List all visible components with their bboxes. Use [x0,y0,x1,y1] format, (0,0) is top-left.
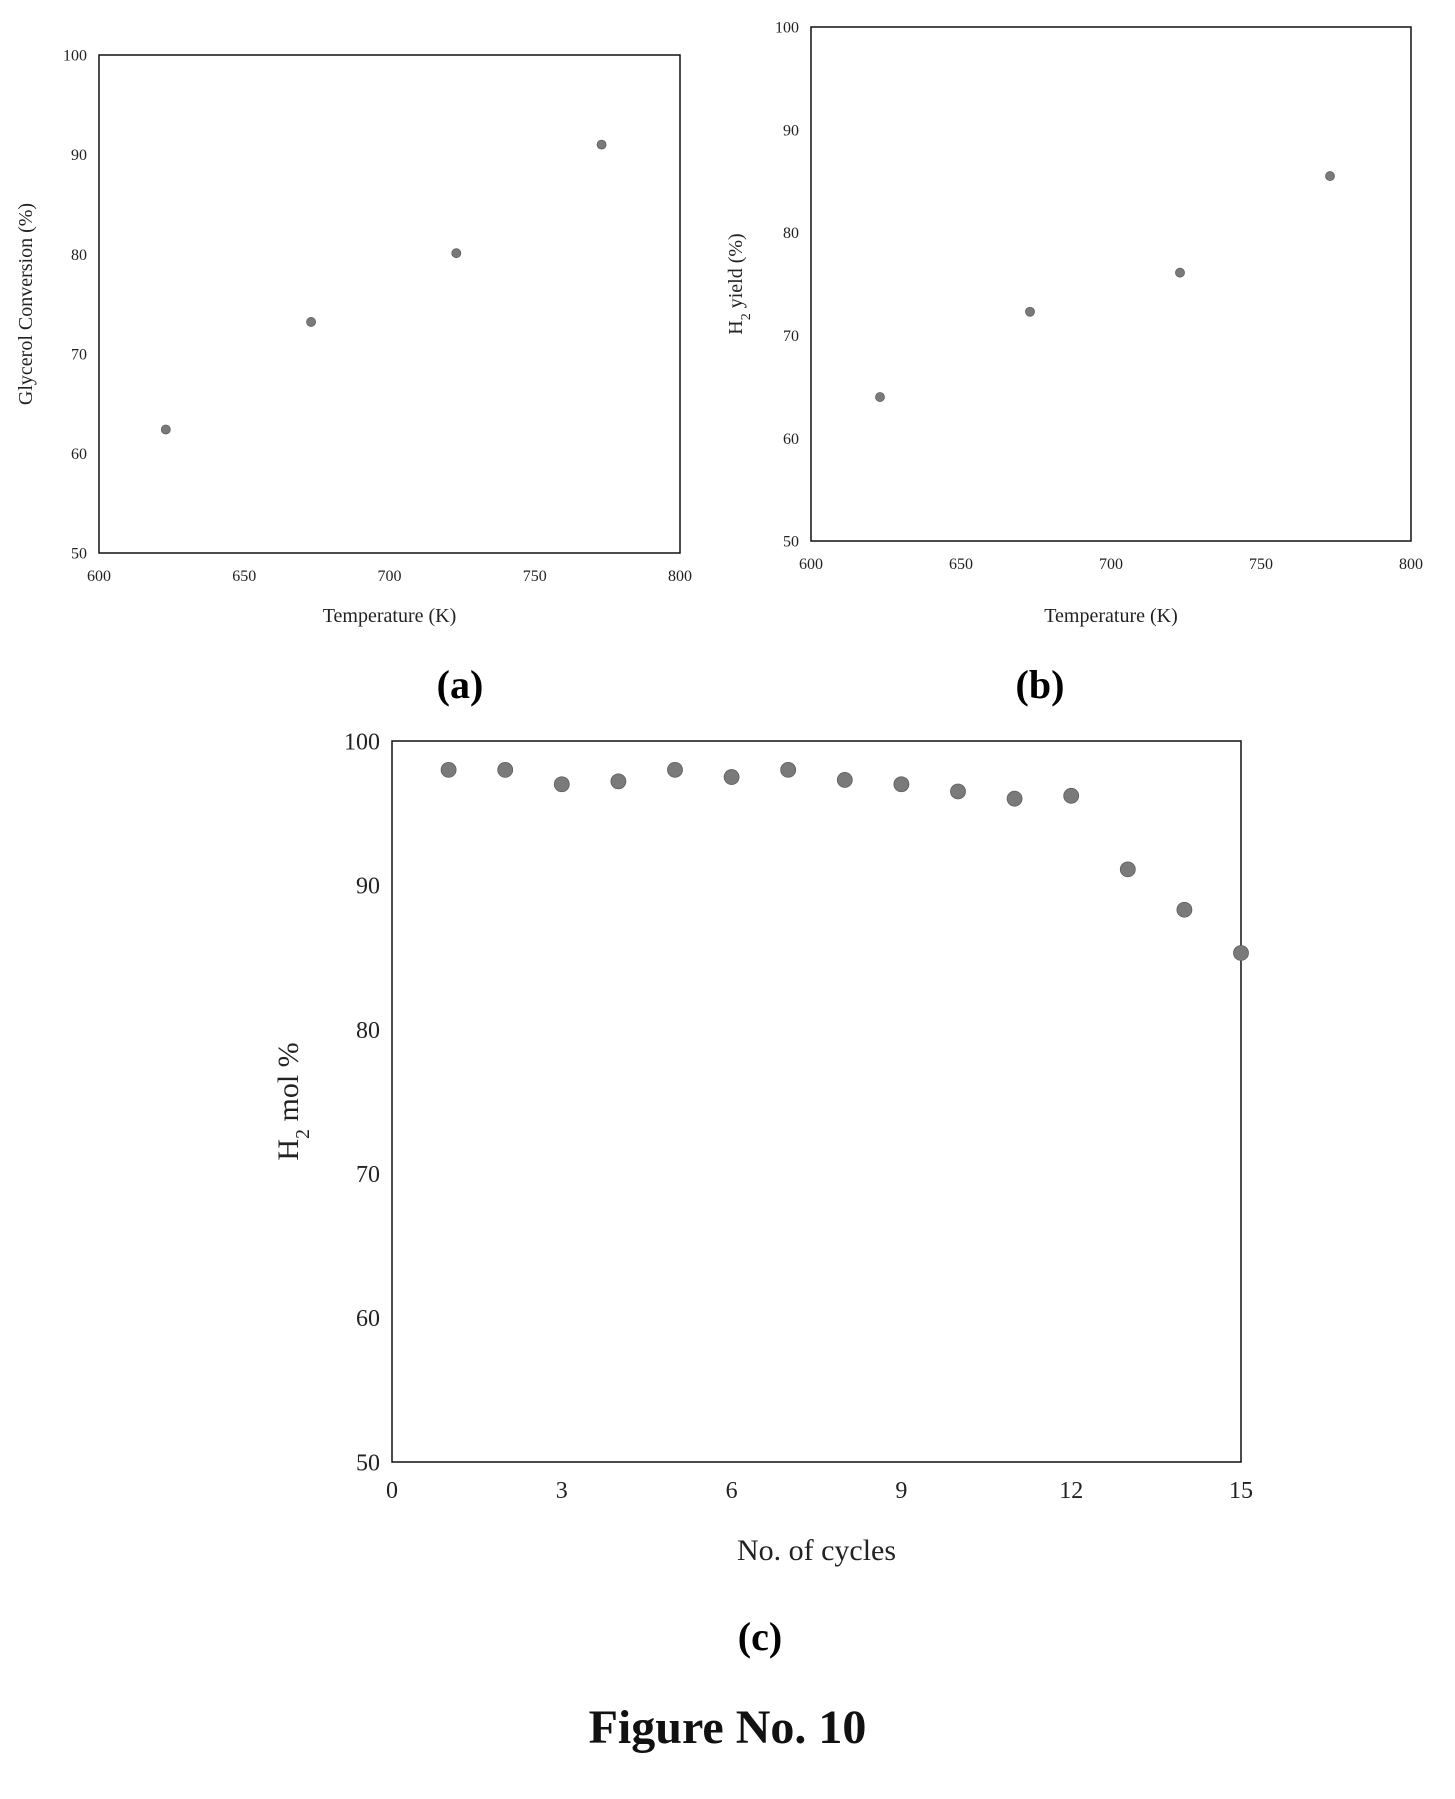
data-point [451,248,462,259]
data-point [1119,861,1136,878]
chart-panel-a: 600 650 700 750 800 50 60 70 80 90 100 Temperature … [15,48,692,707]
y-tick-label: 100 [63,48,87,65]
plot-frame [810,26,1412,542]
y-tick-label: 60 [71,446,87,463]
x-tick-label: 12 [1059,1478,1083,1504]
data-point [780,761,797,778]
chart-panel-b: 600 650 700 750 800 50 60 70 80 90 100 Temperature … [725,20,1423,707]
x-tick-label: 15 [1229,1478,1253,1504]
y-tick-label: 70 [71,346,87,363]
data-point [667,761,683,778]
data-point [1233,945,1249,961]
x-tick-label: 800 [668,568,692,585]
x-tick-label: 700 [378,568,402,585]
y-tick-label: 80 [783,225,799,242]
x-axis-label: Temperature (K) [323,605,457,627]
y-axis-label: H2 yield (%) [725,233,754,334]
panel-label: (c) [738,1614,782,1659]
panel-label: (a) [437,662,484,707]
plot-frame [391,740,1242,1463]
y-tick-label: 80 [71,247,87,264]
x-tick-label: 750 [1249,556,1273,573]
y-tick-label: 90 [71,147,87,164]
y-tick-label: 100 [775,20,799,37]
chart-panel-c: 0 3 6 9 12 15 50 60 70 80 90 100 No. of cycles H2 mol… [272,729,1253,1659]
x-axis-label: No. of cycles [737,1534,896,1567]
data-point [1176,901,1193,918]
data-point [553,776,570,793]
y-tick-label: 90 [356,874,380,900]
data-point [497,761,514,778]
y-tick-label: 60 [356,1306,380,1332]
y-axis-label: H2 mol % [272,1042,314,1160]
data-point [1025,306,1035,317]
plot-frame [98,54,681,554]
figure-title: Figure No. 10 [588,1701,867,1754]
data-point [950,783,966,800]
x-tick-label: 600 [799,556,823,573]
x-tick-label: 0 [386,1478,398,1504]
panel-label: (b) [1016,662,1065,707]
data-point [1175,267,1185,278]
y-tick-label: 100 [344,729,380,755]
data-point [893,776,910,793]
data-point [596,139,607,150]
y-tick-label: 90 [783,122,799,139]
data-point [1006,790,1023,807]
y-tick-label: 50 [783,534,799,551]
x-tick-label: 650 [232,568,256,585]
x-axis-label: Temperature (K) [1044,605,1178,627]
y-tick-label: 50 [356,1450,380,1476]
x-tick-label: 800 [1399,556,1423,573]
x-tick-label: 700 [1099,556,1123,573]
y-tick-label: 50 [71,546,87,563]
y-tick-label: 70 [356,1162,380,1188]
data-point [306,317,316,327]
data-point [836,772,853,788]
y-tick-label: 70 [783,328,799,345]
x-tick-label: 3 [556,1478,568,1504]
x-tick-label: 600 [87,568,111,585]
data-point [723,769,740,785]
x-tick-label: 9 [895,1478,907,1504]
y-axis-label: Glycerol Conversion (%) [15,203,37,405]
x-tick-label: 6 [726,1478,738,1504]
y-tick-label: 60 [783,431,799,448]
y-tick-label: 80 [356,1018,380,1044]
x-tick-label: 750 [523,568,547,585]
data-point [875,392,885,402]
data-point [440,761,457,778]
data-point [1325,171,1335,181]
x-tick-label: 650 [949,556,973,573]
data-point [610,773,627,790]
data-point [160,424,171,435]
data-point [1063,787,1080,804]
